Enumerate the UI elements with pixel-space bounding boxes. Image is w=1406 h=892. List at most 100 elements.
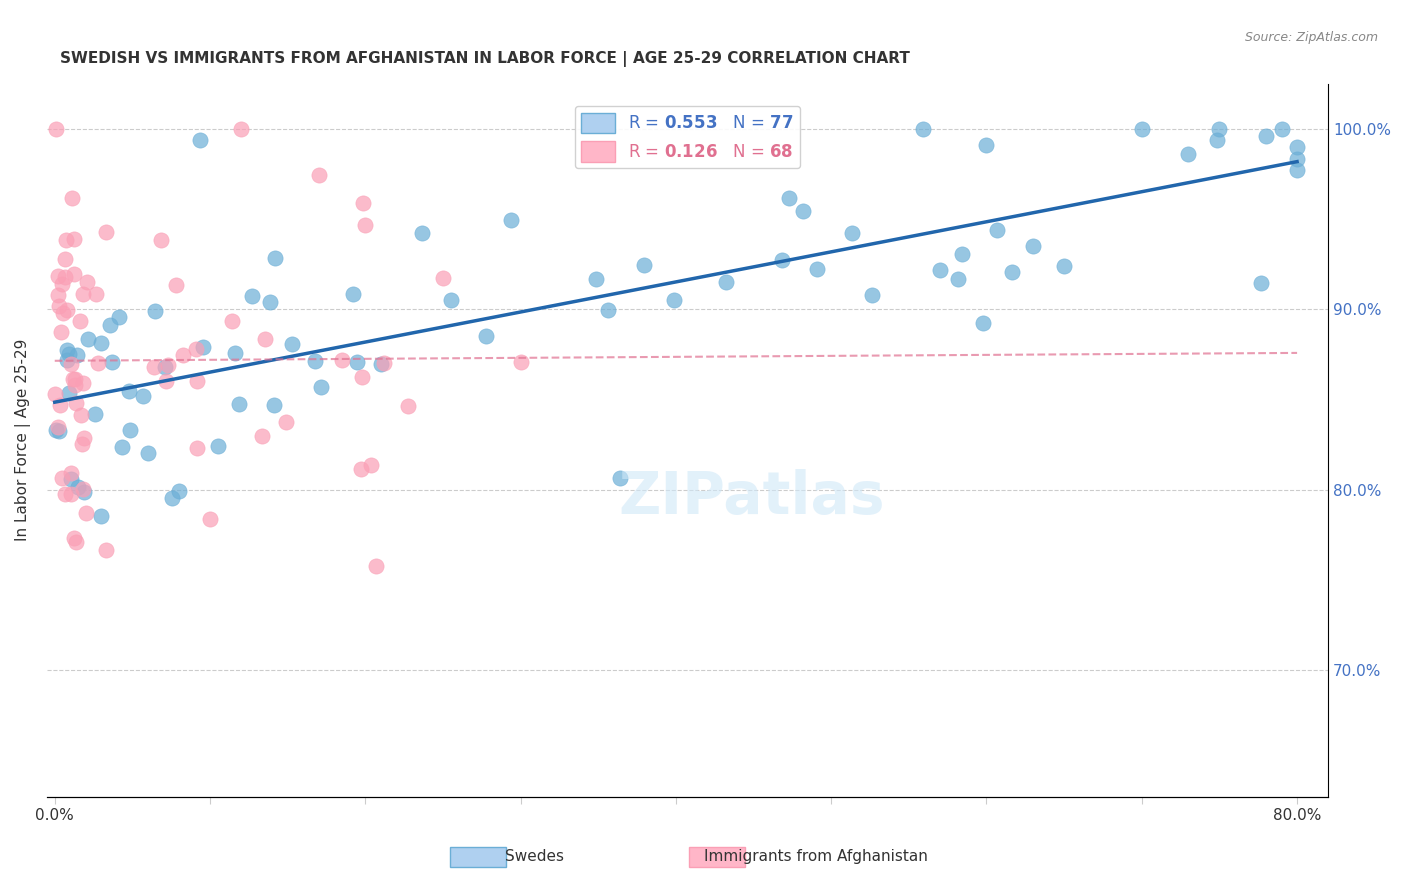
Point: [60, 191, 83, 205]
Point: [585, 272, 607, 286]
Point: [84, 286, 107, 301]
Point: [350, 370, 373, 384]
Point: [778, 191, 800, 205]
Point: [716, 275, 738, 289]
Point: [69, 314, 91, 328]
Point: [281, 336, 304, 351]
Point: [63, 531, 86, 545]
Point: [432, 271, 454, 285]
Point: [190, 133, 212, 147]
Point: [1206, 133, 1229, 147]
Point: [1270, 121, 1292, 136]
Point: [1286, 152, 1309, 166]
Point: [58, 347, 80, 361]
Point: [46, 420, 69, 434]
Point: [66, 348, 89, 362]
Point: [167, 484, 190, 499]
Point: [65, 534, 87, 549]
Point: [364, 558, 387, 573]
Text: Source: ZipAtlas.com: Source: ZipAtlas.com: [1244, 31, 1378, 45]
Point: [928, 262, 950, 277]
Point: [304, 354, 326, 368]
Point: [94, 225, 117, 239]
Point: [77, 333, 100, 347]
Point: [143, 303, 166, 318]
Point: [224, 346, 246, 360]
Point: [48, 299, 70, 313]
Y-axis label: In Labor Force | Age 25-29: In Labor Force | Age 25-29: [15, 339, 31, 541]
Point: [150, 233, 173, 247]
Point: [75, 507, 97, 521]
Point: [118, 423, 141, 437]
Point: [342, 287, 364, 301]
Point: [509, 355, 531, 369]
Point: [53, 269, 76, 284]
Point: [354, 218, 377, 232]
Point: [770, 253, 793, 268]
Point: [184, 343, 207, 357]
Point: [264, 252, 287, 266]
Point: [1022, 239, 1045, 253]
Point: [46, 288, 69, 302]
Point: [111, 440, 134, 454]
Point: [51, 277, 73, 292]
Point: [360, 458, 382, 472]
Point: [186, 441, 208, 455]
Point: [90, 335, 112, 350]
Point: [806, 261, 828, 276]
Text: Swedes: Swedes: [505, 849, 564, 863]
Point: [172, 348, 194, 362]
Point: [475, 328, 498, 343]
Point: [52, 306, 75, 320]
Point: [1250, 276, 1272, 290]
Legend: R = $\bf{0.553}$   N = $\bf{77}$, R = $\bf{0.126}$   N = $\bf{68}$: R = $\bf{0.553}$ N = $\bf{77}$, R = $\bf…: [575, 106, 800, 169]
Point: [72, 482, 94, 496]
Text: ZIPatlas: ZIPatlas: [619, 468, 884, 525]
Point: [132, 388, 155, 402]
Text: Immigrants from Afghanistan: Immigrants from Afghanistan: [703, 849, 928, 863]
Point: [221, 313, 243, 327]
Point: [862, 288, 884, 302]
Point: [350, 462, 373, 476]
Point: [87, 356, 110, 370]
Point: [841, 227, 863, 241]
Point: [1208, 121, 1230, 136]
Point: [411, 226, 433, 240]
Point: [1254, 128, 1277, 143]
Point: [373, 356, 395, 370]
Point: [117, 384, 139, 398]
Point: [63, 267, 86, 281]
Point: [157, 358, 180, 372]
Point: [55, 233, 77, 247]
Point: [59, 487, 82, 501]
Point: [352, 196, 374, 211]
Point: [1053, 259, 1076, 273]
Point: [946, 272, 969, 286]
Point: [346, 355, 368, 369]
Point: [308, 169, 330, 183]
Point: [108, 310, 131, 325]
Text: SWEDISH VS IMMIGRANTS FROM AFGHANISTAN IN LABOR FORCE | AGE 25-29 CORRELATION CH: SWEDISH VS IMMIGRANTS FROM AFGHANISTAN I…: [60, 51, 910, 67]
Point: [60, 472, 83, 486]
Point: [1130, 121, 1153, 136]
Point: [60, 466, 83, 480]
Point: [45, 121, 67, 136]
Point: [240, 289, 263, 303]
Point: [94, 543, 117, 558]
Point: [73, 485, 96, 500]
Point: [48, 425, 70, 439]
Point: [609, 471, 631, 485]
Point: [65, 395, 87, 409]
Point: [274, 415, 297, 429]
Point: [792, 203, 814, 218]
Point: [45, 423, 67, 437]
Point: [90, 508, 112, 523]
Point: [198, 512, 221, 526]
Point: [1177, 147, 1199, 161]
Point: [228, 396, 250, 410]
Point: [65, 372, 87, 386]
Point: [332, 352, 354, 367]
Point: [53, 486, 76, 500]
Point: [62, 372, 84, 386]
Point: [143, 359, 166, 374]
